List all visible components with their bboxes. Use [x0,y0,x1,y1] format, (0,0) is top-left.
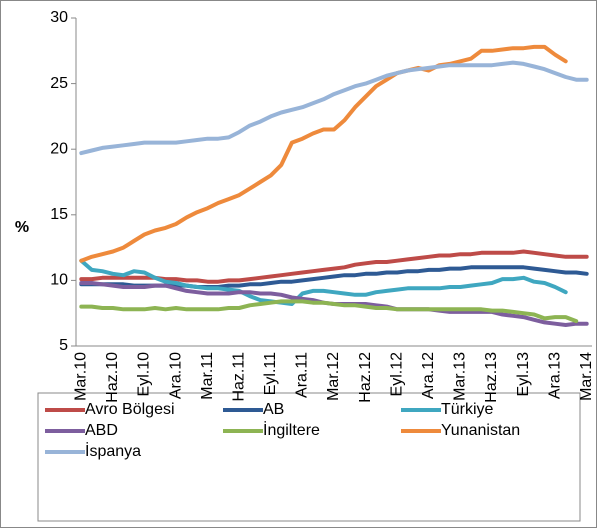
legend-label: Yunanistan [441,422,520,439]
series-line [79,249,589,284]
x-tick-label: Eyl.13 [515,352,532,397]
legend-label: Avro Bölgesi [85,401,175,418]
y-tick-label: 30 [50,9,68,26]
legend-label: AB [263,401,284,418]
x-tick-label: Mar.14 [578,352,595,401]
x-tick-label: Haz.11 [230,352,247,402]
x-tick-label: Haz.10 [104,352,121,403]
series-line [79,299,579,324]
y-tick-label: 15 [50,206,68,223]
legend-label: İngiltere [263,420,320,439]
x-tick-label: Mar.10 [72,352,89,401]
x-tick-label: Mar.11 [199,352,216,400]
y-tick-label: 25 [50,75,68,92]
legend-label: İspanya [85,441,141,460]
legend-label: ABD [85,422,118,439]
series-line [79,44,568,263]
y-tick-label: 20 [50,140,68,157]
legend-box [37,392,581,522]
x-tick-label: Ara.12 [420,352,437,399]
x-tick-label: Eyl.11 [262,352,279,395]
y-tick-label: 5 [59,337,68,354]
x-tick-label: Ara.10 [167,352,184,399]
x-tick-label: Mar.13 [452,352,469,401]
legend-label: Türkiye [441,401,494,418]
series-line [79,258,568,306]
x-tick-label: Eyl.10 [136,352,153,397]
series-line [79,60,589,156]
x-tick-label: Ara.11 [294,352,311,398]
y-tick-label: 10 [50,272,68,289]
x-tick-label: Mar.12 [325,352,342,401]
x-tick-label: Haz.12 [357,352,374,403]
x-tick-label: Eyl.12 [388,352,405,397]
x-tick-label: Haz.13 [483,352,500,403]
y-axis-label: % [15,219,29,236]
x-tick-label: Ara.13 [546,352,563,399]
